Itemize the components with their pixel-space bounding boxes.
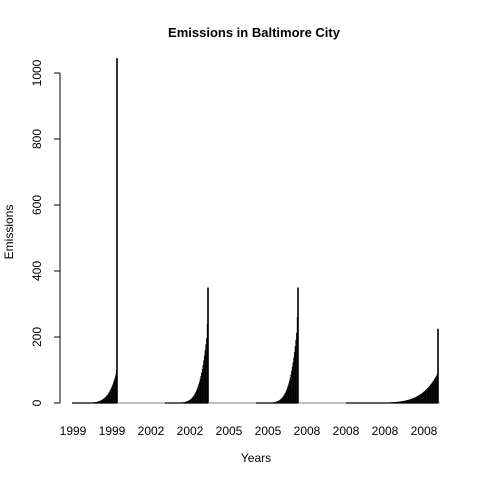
- y-tick-label: 1000: [30, 59, 44, 86]
- y-tick-label: 0: [30, 399, 44, 406]
- x-axis-label: Years: [241, 451, 271, 465]
- y-tick-label: 400: [30, 261, 44, 281]
- y-tick-label: 200: [30, 327, 44, 347]
- y-tick-label: 600: [30, 195, 44, 215]
- chart-title: Emissions in Baltimore City: [168, 25, 341, 40]
- x-tick-label: 2008: [333, 424, 360, 438]
- x-tick-label: 2002: [177, 424, 204, 438]
- x-tick-label: 1999: [99, 424, 126, 438]
- x-tick-label: 1999: [60, 424, 87, 438]
- x-tick-label: 2008: [294, 424, 321, 438]
- x-tick-label: 2002: [138, 424, 165, 438]
- y-tick-label: 800: [30, 129, 44, 149]
- bars-group: [72, 58, 440, 404]
- year-group-2008: [346, 328, 439, 404]
- x-tick-label: 2005: [255, 424, 282, 438]
- y-axis-label: Emissions: [2, 205, 16, 260]
- x-axis-ticks: 1999 1999 2002 2002 2005 2005 2008 2008 2008 2008: [60, 424, 438, 438]
- x-tick-label: 2008: [411, 424, 438, 438]
- year-group-2002: [165, 287, 209, 404]
- y-axis: 0 200 400 600 800 1000: [30, 59, 61, 406]
- x-tick-label: 2005: [216, 424, 243, 438]
- year-group-1999: [72, 58, 118, 404]
- x-tick-label: 2008: [372, 424, 399, 438]
- year-group-2005: [256, 287, 299, 404]
